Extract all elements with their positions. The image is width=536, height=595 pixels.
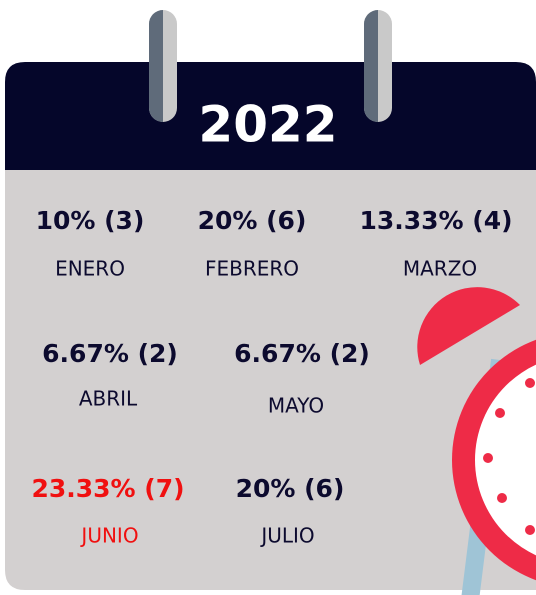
month-value: 20% (6) xyxy=(198,206,307,235)
year-title: 2022 xyxy=(198,96,337,154)
month-value: 10% (3) xyxy=(36,206,145,235)
month-name: MAYO xyxy=(268,394,324,418)
clock-face xyxy=(475,364,536,556)
month-name: ENERO xyxy=(55,257,125,281)
clock-dot xyxy=(495,408,505,418)
month-value: 23.33% (7) xyxy=(31,474,184,503)
clock-dot xyxy=(525,525,535,535)
ring-left xyxy=(149,10,177,122)
month-value: 6.67% (2) xyxy=(42,339,178,368)
calendar-body xyxy=(5,170,536,590)
month-value: 20% (6) xyxy=(236,474,345,503)
clock-dot xyxy=(483,453,493,463)
month-name: MARZO xyxy=(403,257,477,281)
clock-bell xyxy=(417,287,520,365)
month-name: ABRIL xyxy=(79,387,138,411)
month-value: 13.33% (4) xyxy=(359,206,512,235)
month-name: JULIO xyxy=(259,524,314,548)
clock-dot xyxy=(497,493,507,503)
clock-dot xyxy=(525,378,535,388)
month-value: 6.67% (2) xyxy=(234,339,370,368)
month-name: JUNIO xyxy=(79,524,138,548)
month-name: FEBRERO xyxy=(205,257,299,281)
calendar-header xyxy=(5,62,536,170)
ring-right xyxy=(364,10,392,122)
alarm-clock xyxy=(417,287,536,595)
